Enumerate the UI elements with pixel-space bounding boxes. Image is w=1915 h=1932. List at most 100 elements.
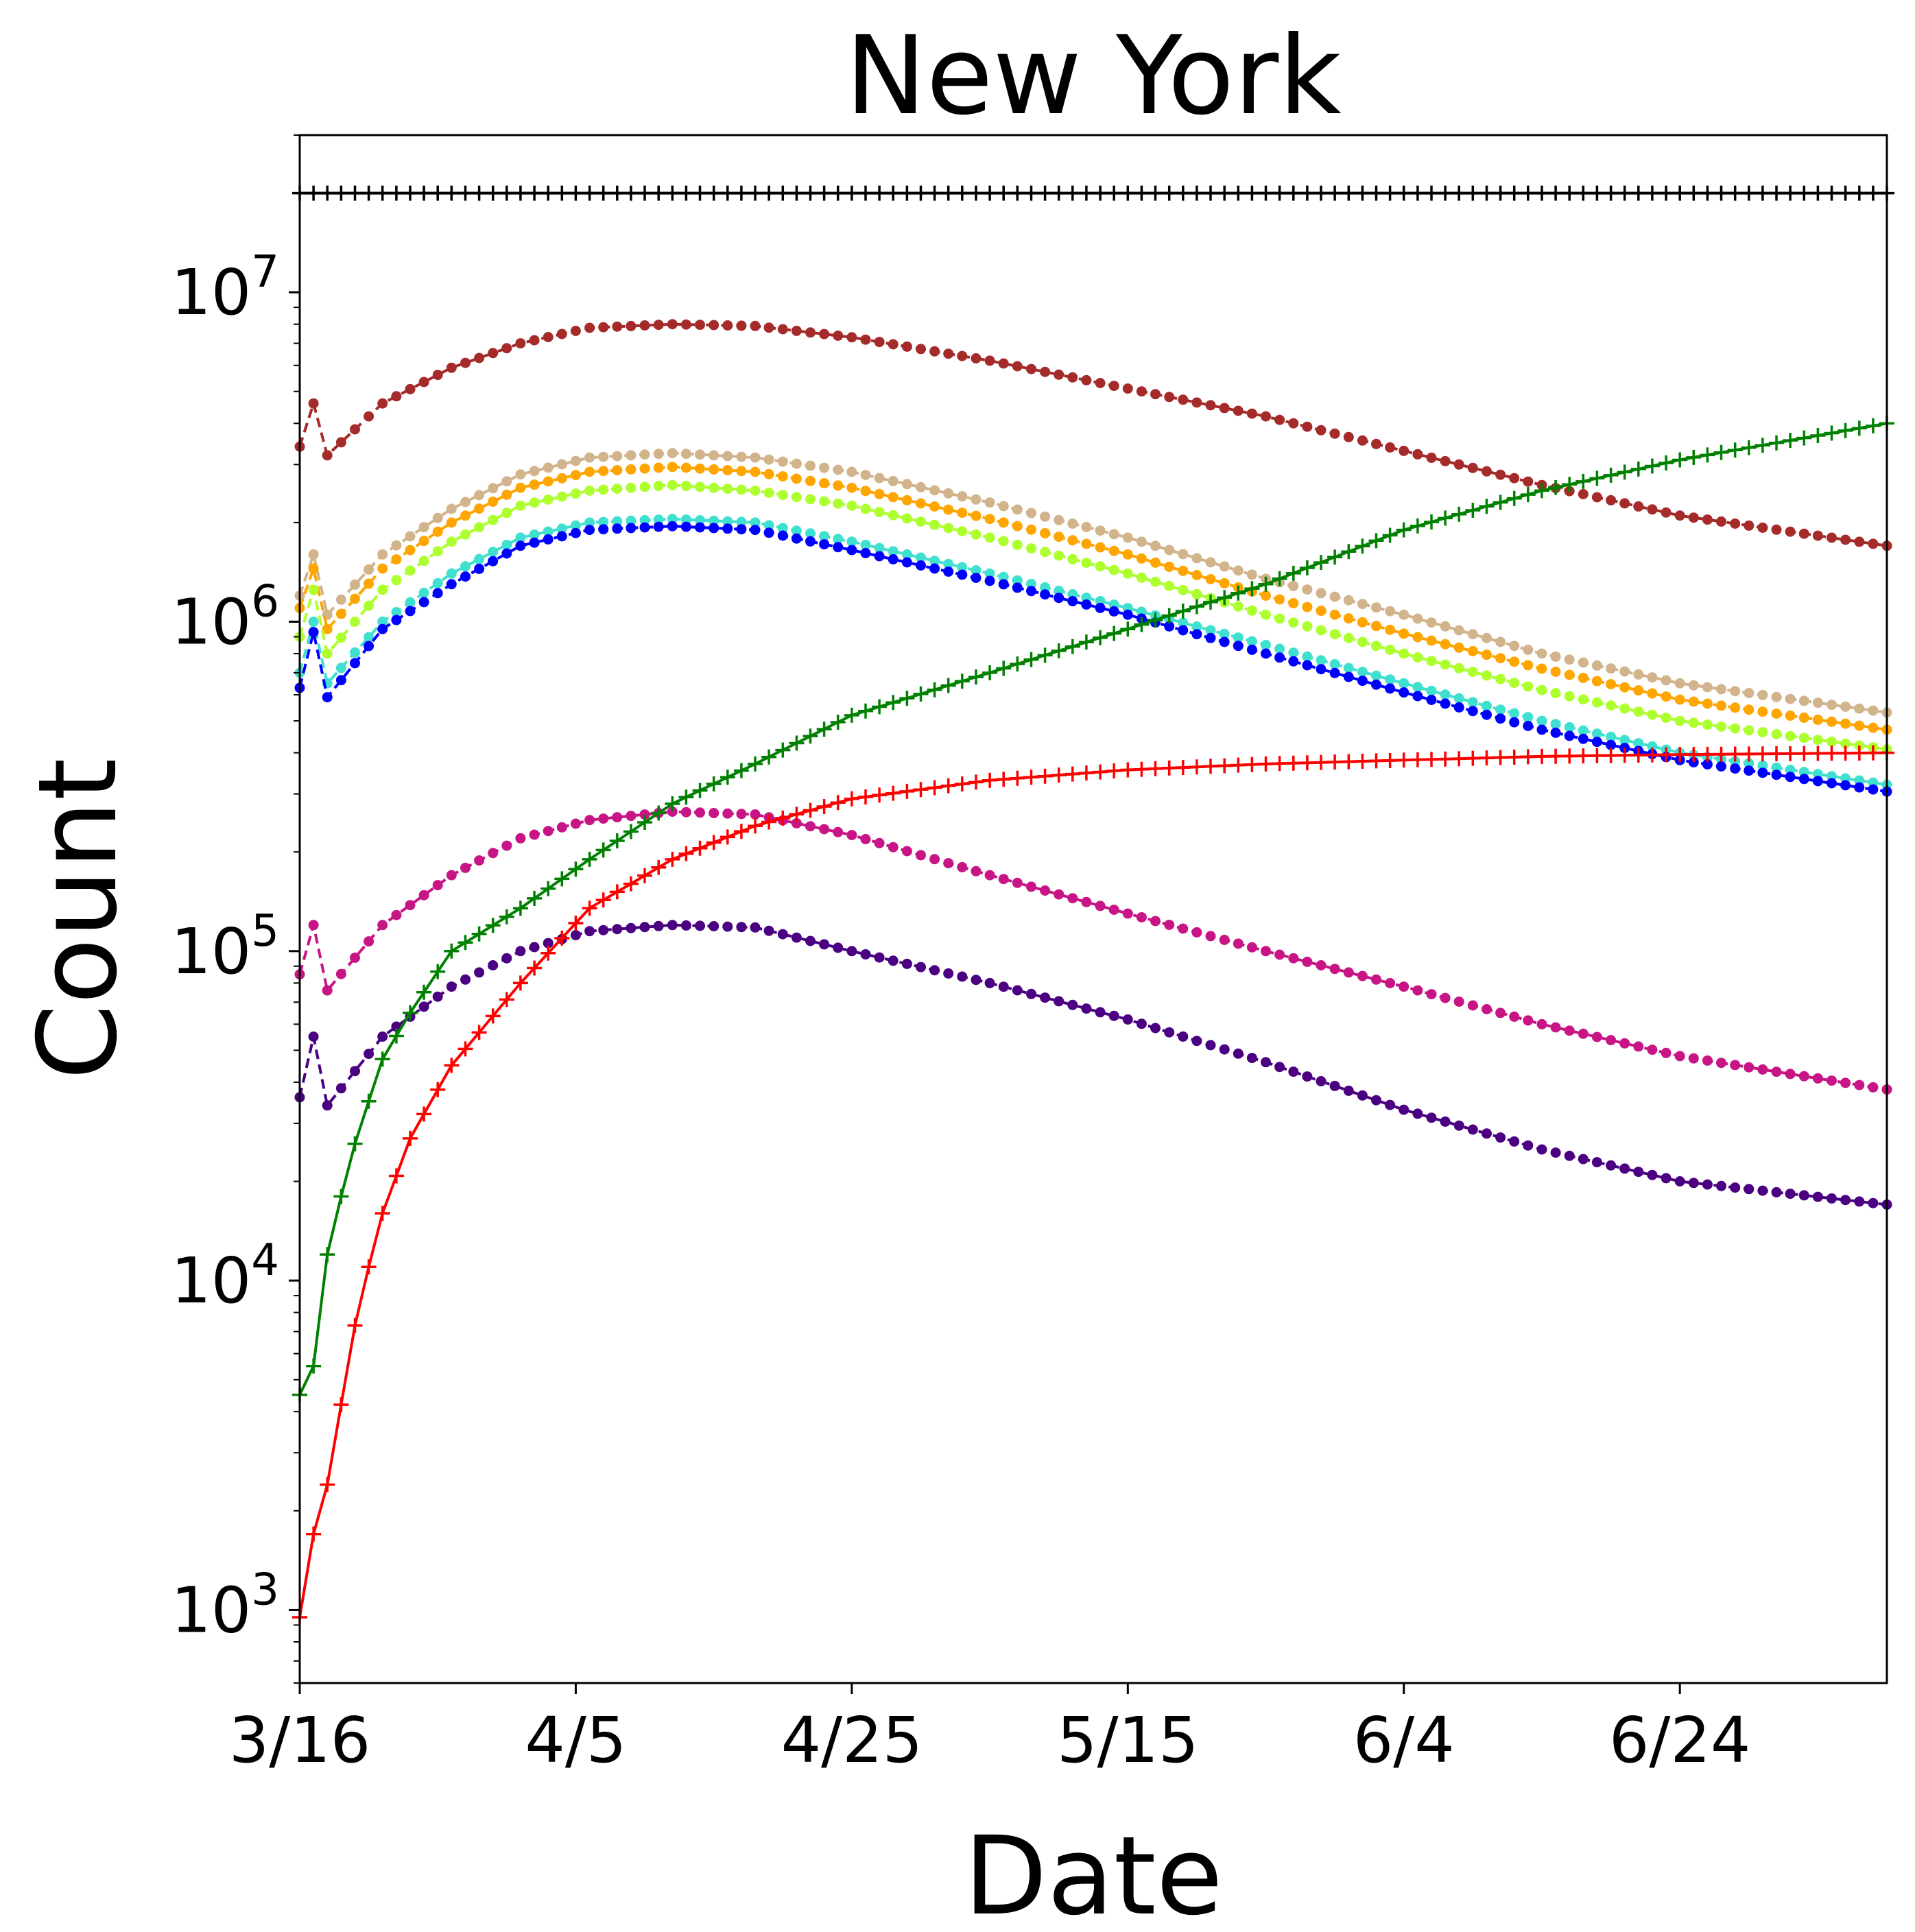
data-point bbox=[1730, 702, 1741, 713]
data-point bbox=[1716, 1058, 1726, 1069]
data-point bbox=[1562, 748, 1578, 764]
data-point bbox=[695, 920, 705, 931]
data-point bbox=[885, 695, 901, 711]
data-point bbox=[570, 455, 581, 466]
data-point bbox=[1769, 185, 1784, 201]
data-point bbox=[446, 981, 457, 992]
data-point bbox=[954, 776, 970, 792]
data-point bbox=[943, 567, 954, 577]
data-point bbox=[1175, 185, 1191, 201]
data-point bbox=[529, 479, 540, 490]
data-point bbox=[377, 920, 388, 931]
data-point bbox=[998, 501, 1009, 512]
data-point bbox=[860, 949, 871, 959]
data-point bbox=[1093, 630, 1108, 645]
data-point bbox=[913, 185, 929, 201]
data-point bbox=[1851, 185, 1867, 201]
data-point bbox=[1134, 185, 1150, 201]
data-point bbox=[927, 682, 942, 697]
data-point bbox=[1509, 678, 1520, 689]
data-point bbox=[1203, 185, 1218, 201]
data-point bbox=[609, 884, 625, 900]
data-point bbox=[1730, 1060, 1741, 1071]
data-point bbox=[1067, 999, 1078, 1010]
data-point bbox=[1108, 545, 1119, 556]
data-point bbox=[1688, 696, 1699, 707]
data-point bbox=[1564, 669, 1575, 680]
data-point bbox=[1523, 1015, 1534, 1026]
data-point bbox=[996, 772, 1012, 787]
data-point bbox=[901, 513, 912, 524]
data-point bbox=[626, 515, 637, 526]
data-point bbox=[1495, 1007, 1506, 1018]
data-point bbox=[1716, 1180, 1726, 1191]
data-point bbox=[1467, 706, 1478, 717]
data-point bbox=[320, 1247, 335, 1263]
data-point bbox=[929, 854, 940, 865]
data-point bbox=[444, 943, 460, 959]
data-point bbox=[1630, 748, 1646, 763]
data-point bbox=[474, 522, 485, 533]
data-point bbox=[405, 900, 416, 911]
data-point bbox=[1633, 685, 1644, 696]
data-point bbox=[1316, 1076, 1327, 1086]
data-point bbox=[1371, 670, 1381, 681]
data-point bbox=[1674, 715, 1685, 726]
data-point bbox=[1426, 989, 1437, 1000]
data-point bbox=[1023, 770, 1039, 785]
data-point bbox=[1837, 746, 1853, 761]
data-point bbox=[1730, 763, 1741, 774]
data-point bbox=[1385, 606, 1396, 617]
data-point bbox=[474, 353, 485, 363]
data-point bbox=[1026, 524, 1036, 535]
data-point bbox=[692, 840, 708, 856]
data-point bbox=[719, 829, 735, 845]
data-point bbox=[1161, 760, 1177, 776]
data-point bbox=[722, 465, 733, 476]
data-point bbox=[1164, 580, 1175, 591]
data-point bbox=[1343, 595, 1354, 606]
data-point bbox=[957, 562, 968, 573]
data-point bbox=[789, 185, 805, 201]
data-point bbox=[361, 185, 377, 201]
data-point bbox=[515, 946, 526, 957]
data-point bbox=[1189, 185, 1204, 201]
series-10 bbox=[292, 745, 1894, 1625]
data-point bbox=[1012, 539, 1023, 550]
data-point bbox=[347, 1317, 363, 1333]
data-point bbox=[653, 449, 664, 460]
data-point bbox=[308, 584, 319, 595]
data-point bbox=[501, 508, 512, 518]
data-point bbox=[1219, 934, 1230, 945]
data-point bbox=[929, 965, 940, 976]
data-point bbox=[943, 968, 954, 979]
data-point bbox=[680, 462, 691, 473]
plot-frame bbox=[298, 134, 1888, 1684]
data-point bbox=[1798, 528, 1809, 539]
data-point bbox=[1010, 185, 1025, 201]
data-point bbox=[1633, 501, 1644, 512]
data-point bbox=[308, 627, 319, 638]
data-point bbox=[1757, 760, 1768, 771]
data-point bbox=[598, 466, 609, 477]
data-point bbox=[1851, 420, 1867, 436]
data-point bbox=[1285, 755, 1301, 771]
data-point bbox=[777, 523, 788, 534]
data-point bbox=[1868, 1082, 1879, 1093]
data-point bbox=[1385, 644, 1396, 655]
data-point bbox=[1482, 670, 1492, 681]
data-point bbox=[570, 520, 581, 531]
data-point bbox=[333, 1397, 349, 1413]
data-point bbox=[763, 488, 774, 498]
data-point bbox=[1191, 1036, 1202, 1047]
data-point bbox=[709, 464, 719, 475]
data-point bbox=[1534, 185, 1549, 201]
data-point bbox=[709, 320, 719, 331]
data-point bbox=[377, 584, 388, 595]
data-point bbox=[460, 974, 471, 985]
data-point bbox=[474, 855, 485, 866]
series-4 bbox=[294, 479, 1892, 754]
data-point bbox=[1313, 555, 1329, 571]
data-point bbox=[846, 466, 857, 477]
series-6 bbox=[294, 521, 1892, 797]
